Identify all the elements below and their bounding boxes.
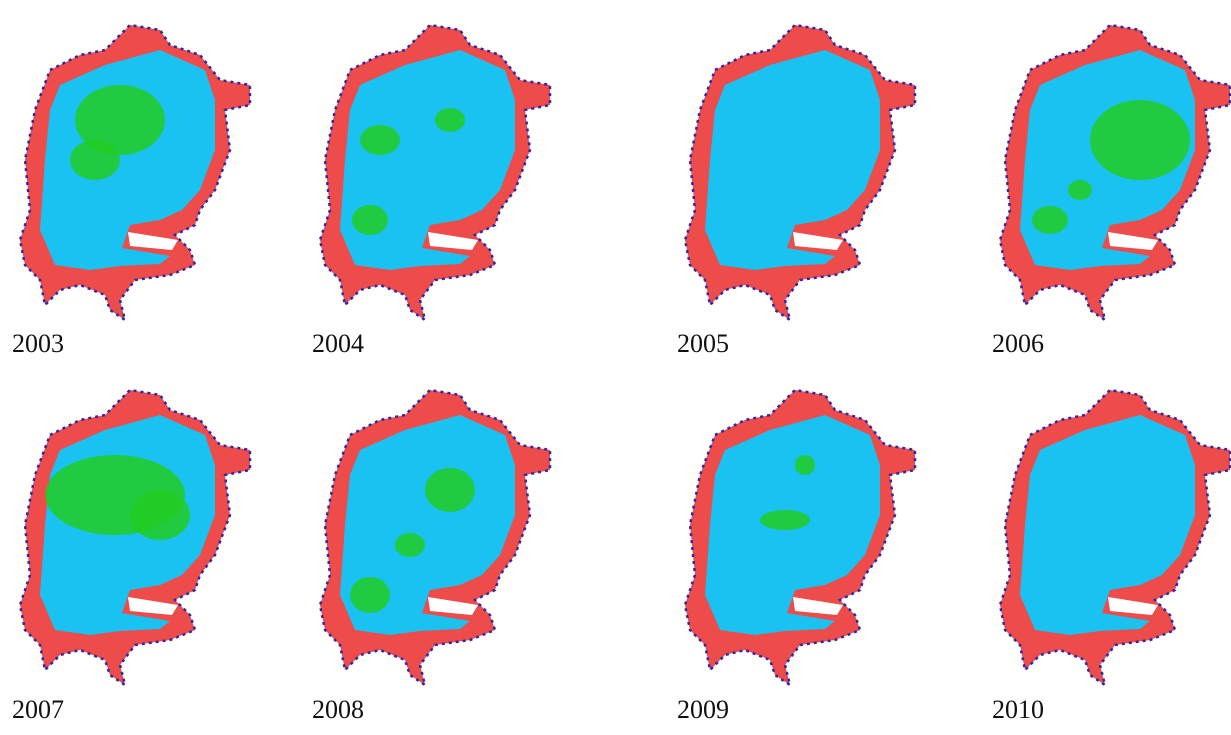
year-label: 2006 xyxy=(992,329,1044,358)
vegetation xyxy=(1068,180,1092,200)
year-label: 2010 xyxy=(992,695,1044,724)
vegetation xyxy=(395,533,425,557)
vegetation xyxy=(130,490,190,540)
lake-map xyxy=(20,25,250,320)
year-label: 2004 xyxy=(312,329,364,358)
vegetation xyxy=(350,577,390,613)
vegetation xyxy=(760,510,810,530)
figure: 2003 2004 2005 2006 2007 2008 2009 2010 xyxy=(0,0,1231,735)
lake-map xyxy=(1000,390,1230,685)
vegetation xyxy=(352,205,388,235)
lake-map xyxy=(685,390,915,685)
year-label: 2003 xyxy=(12,329,64,358)
vegetation xyxy=(435,108,465,132)
lake-map xyxy=(1000,25,1230,320)
lake-map xyxy=(685,25,915,320)
year-label: 2008 xyxy=(312,695,364,724)
year-label: 2009 xyxy=(677,695,729,724)
lake-map xyxy=(20,390,250,685)
year-label: 2007 xyxy=(12,695,64,724)
vegetation xyxy=(1090,100,1190,180)
lake-map xyxy=(320,390,550,685)
vegetation xyxy=(425,468,475,512)
vegetation xyxy=(1032,206,1068,234)
vegetation xyxy=(795,455,815,475)
lake-map xyxy=(320,25,550,320)
vegetation xyxy=(360,125,400,155)
year-label: 2005 xyxy=(677,329,729,358)
vegetation xyxy=(70,140,120,180)
